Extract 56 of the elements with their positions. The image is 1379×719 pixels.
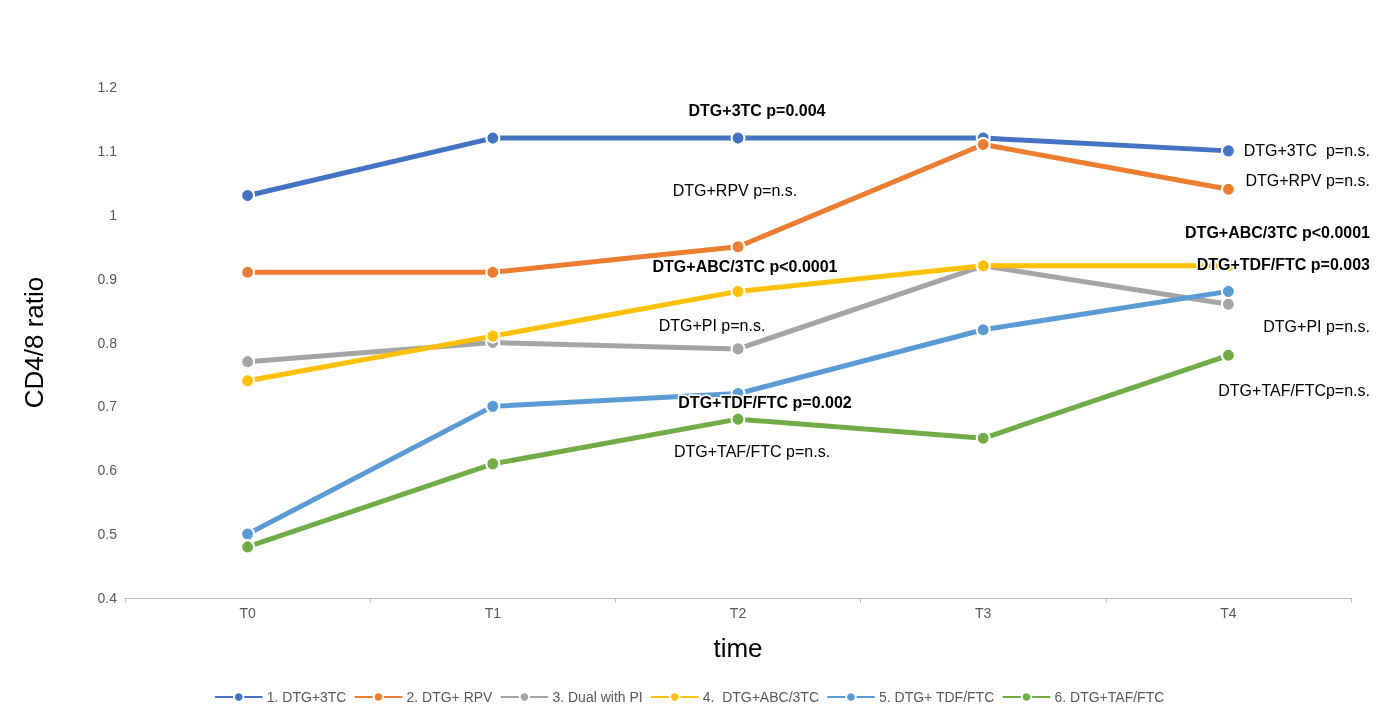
x-tick-label: T4 (1220, 605, 1237, 621)
y-tick-label: 0.6 (97, 462, 118, 479)
legend-label: 6. DTG+TAF/FTC (1054, 689, 1165, 705)
annotation: DTG+3TC p=0.004 (688, 101, 826, 119)
x-tick-label: T3 (975, 605, 992, 621)
y-tick-label: 0.5 (97, 526, 118, 543)
point (730, 239, 746, 255)
point (485, 456, 501, 472)
annotation: DTG+TAF/FTC p=n.s. (673, 442, 831, 460)
y-tick-label: 0.7 (97, 398, 118, 415)
point (240, 264, 256, 280)
point (730, 411, 746, 427)
point (730, 130, 746, 146)
y-tick-label: 1 (109, 206, 118, 223)
y-tick-label: 0.8 (97, 334, 118, 351)
annotation: DTG+3TC p=n.s. (1243, 141, 1370, 159)
point (1220, 143, 1236, 159)
y-tick-label: 1.2 (97, 79, 118, 95)
point (485, 328, 501, 344)
annotation: DTG+TAF/FTCp=n.s. (1218, 381, 1370, 399)
legend-label: 5. DTG+ TDF/FTC (878, 689, 995, 705)
point (240, 188, 256, 204)
point (240, 526, 256, 542)
y-tick-label: 1.1 (97, 142, 118, 159)
x-tick-label: T0 (239, 605, 256, 621)
point (730, 341, 746, 357)
point (975, 430, 991, 446)
point (1220, 283, 1236, 299)
y-tick-label: 0.9 (97, 270, 118, 287)
x-axis-title: time (713, 633, 763, 663)
point (485, 398, 501, 414)
y-axis-title: CD4/8 ratio (19, 276, 49, 409)
y-tick-label: 0.4 (97, 590, 118, 606)
point (975, 136, 991, 152)
point (975, 322, 991, 338)
annotation: DTG+ABC/3TC p<0.0001 (652, 257, 838, 275)
legend-label: 1. DTG+3TC (266, 689, 347, 705)
x-tick-label: T1 (484, 605, 502, 621)
legend-label: 4. DTG+ABC/3TC (702, 689, 819, 705)
annotation: DTG+TDF/FTC p=0.002 (678, 393, 852, 411)
annotation: DTG+PI p=n.s. (658, 316, 766, 334)
annotation: DTG+ABC/3TC p<0.0001 (1185, 223, 1371, 241)
annotation: DTG+RPV p=n.s. (1245, 171, 1370, 189)
point (240, 539, 256, 555)
legend-label: 2. DTG+ RPV (406, 689, 494, 705)
point (1220, 181, 1236, 197)
point (730, 283, 746, 299)
point (1220, 347, 1236, 363)
legend-label: 3. Dual with PI (552, 689, 643, 705)
point (240, 354, 256, 370)
point (485, 264, 501, 280)
x-tick-label: T2 (729, 605, 747, 621)
annotation: DTG+PI p=n.s. (1263, 317, 1370, 335)
point (485, 130, 501, 146)
annotation: DTG+RPV p=n.s. (672, 181, 798, 199)
point (240, 373, 256, 389)
